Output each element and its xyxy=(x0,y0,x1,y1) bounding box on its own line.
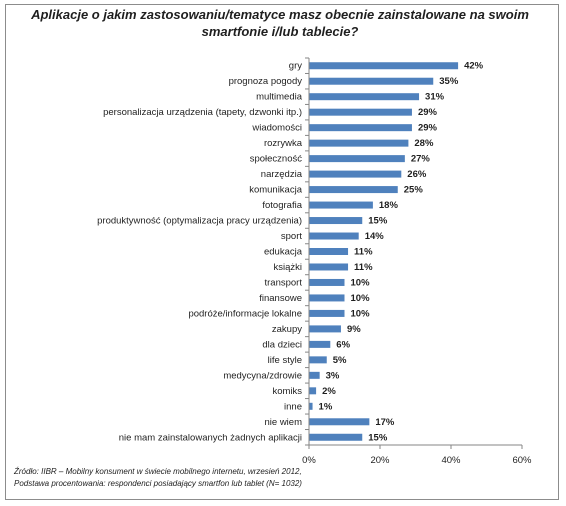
bar xyxy=(309,201,373,209)
category-label: finansowe xyxy=(259,293,302,304)
bar xyxy=(309,402,313,410)
value-label: 29% xyxy=(418,123,438,134)
bar xyxy=(309,340,331,348)
category-label: komiks xyxy=(272,386,302,397)
bar xyxy=(309,170,402,178)
bar xyxy=(309,433,363,441)
bar xyxy=(309,124,412,132)
x-tick-label: 20% xyxy=(370,455,390,466)
category-label: prognoza pogody xyxy=(229,76,303,87)
bar xyxy=(309,155,405,163)
value-label: 28% xyxy=(414,138,434,149)
bar xyxy=(309,62,459,70)
bar xyxy=(309,93,420,101)
value-label: 10% xyxy=(351,293,371,304)
bar xyxy=(309,248,349,255)
category-label: książki xyxy=(273,262,302,273)
bar xyxy=(309,77,434,85)
value-label: 3% xyxy=(326,370,340,381)
category-label: medycyna/zdrowie xyxy=(223,370,302,381)
category-label: nie wiem xyxy=(265,417,303,428)
category-label: personalizacja urządzenia (tapety, dzwon… xyxy=(103,107,302,118)
bar xyxy=(309,418,370,426)
value-label: 15% xyxy=(368,432,388,443)
category-label: produktywność (optymalizacja pracy urząd… xyxy=(97,216,302,227)
value-label: 35% xyxy=(439,76,459,87)
category-label: rozrywka xyxy=(264,138,303,149)
bar xyxy=(309,232,359,240)
category-label: multimedia xyxy=(256,92,303,103)
bar xyxy=(309,294,345,302)
chart-title: Aplikacje o jakim zastosowaniu/tematyce … xyxy=(31,7,529,39)
value-label: 18% xyxy=(379,200,399,211)
value-label: 17% xyxy=(375,417,395,428)
value-label: 26% xyxy=(407,169,427,180)
source-line-2: Podstawa procentowania: respondenci posi… xyxy=(14,479,302,488)
chart-source: Źródło: IIBR – Mobilny konsument w świec… xyxy=(14,466,302,490)
category-label: nie mam zainstalowanych żadnych aplikacj… xyxy=(119,432,302,443)
value-label: 10% xyxy=(351,308,371,319)
bar xyxy=(309,263,349,271)
value-label: 31% xyxy=(425,92,445,103)
category-label: inne xyxy=(284,401,302,412)
value-label: 42% xyxy=(464,61,484,72)
bar xyxy=(309,217,363,225)
category-label: sport xyxy=(281,231,302,242)
bar xyxy=(309,387,317,395)
value-label: 2% xyxy=(322,386,336,397)
bar xyxy=(309,278,345,286)
value-label: 1% xyxy=(319,401,333,412)
x-tick-label: 60% xyxy=(512,455,532,466)
category-label: gry xyxy=(289,61,302,72)
value-label: 29% xyxy=(418,107,438,118)
category-label: podróże/informacje lokalne xyxy=(188,308,302,319)
category-label: life style xyxy=(268,355,302,366)
bar xyxy=(309,139,409,147)
value-label: 15% xyxy=(368,216,388,227)
value-label: 9% xyxy=(347,324,361,335)
category-label: wiadomości xyxy=(251,123,302,134)
x-tick-label: 0% xyxy=(302,455,316,466)
bar xyxy=(309,108,412,116)
value-label: 11% xyxy=(354,247,373,258)
value-label: 27% xyxy=(411,154,431,165)
category-label: zakupy xyxy=(272,324,302,335)
category-label: transport xyxy=(265,277,303,288)
category-label: fotografia xyxy=(262,200,302,211)
bar xyxy=(309,371,320,379)
category-label: narzędzia xyxy=(261,169,303,180)
bar xyxy=(309,309,345,317)
chart-frame xyxy=(5,4,559,500)
value-label: 10% xyxy=(351,277,371,288)
category-label: dla dzieci xyxy=(262,339,302,350)
value-label: 6% xyxy=(336,339,350,350)
bar xyxy=(309,356,327,364)
value-label: 25% xyxy=(404,185,424,196)
category-label: komunikacja xyxy=(249,185,303,196)
x-tick-label: 40% xyxy=(441,455,461,466)
value-label: 11% xyxy=(354,262,373,273)
bar xyxy=(309,186,398,194)
value-label: 14% xyxy=(365,231,385,242)
category-label: społeczność xyxy=(250,154,303,165)
value-label: 5% xyxy=(333,355,347,366)
bar xyxy=(309,325,341,333)
category-label: edukacja xyxy=(264,247,303,258)
source-line-1: Źródło: IIBR – Mobilny konsument w świec… xyxy=(14,467,302,476)
